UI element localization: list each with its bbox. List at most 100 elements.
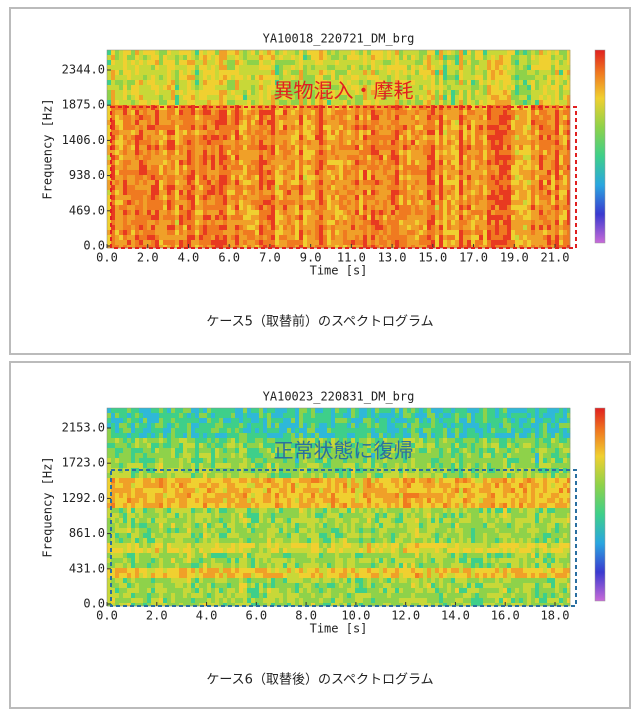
spectrogram-cell [483,215,487,220]
spectrogram-cell [495,195,499,200]
spectrogram-cell [419,418,423,423]
spectrogram-cell [135,170,139,175]
spectrogram-cell [203,408,207,413]
spectrogram-cell [175,160,179,165]
spectrogram-cell [503,65,507,70]
spectrogram-cell [155,235,159,240]
spectrogram-cell [411,120,415,125]
spectrogram-cell [515,100,519,105]
spectrogram-cell [391,200,395,205]
spectrogram-cell [483,65,487,70]
spectrogram-cell [407,65,411,70]
spectrogram-cell [227,155,231,160]
spectrogram-cell [299,115,303,120]
spectrogram-cell [315,180,319,185]
spectrogram-cell [127,220,131,225]
spectrogram-cell [339,190,343,195]
spectrogram-cell [243,95,247,100]
spectrogram-cell [167,215,171,220]
spectrogram-cell [347,210,351,215]
spectrogram-cell [167,165,171,170]
spectrogram-cell [507,155,511,160]
spectrogram-cell [199,210,203,215]
spectrogram-cell [479,175,483,180]
spectrogram-cell [415,80,419,85]
spectrogram-cell [343,418,347,423]
spectrogram-cell [203,155,207,160]
spectrogram-cell [223,205,227,210]
spectrogram-cell [515,185,519,190]
spectrogram-cell [503,220,507,225]
spectrogram-cell [507,220,511,225]
spectrogram-cell [235,210,239,215]
spectrogram-cell [531,225,535,230]
spectrogram-cell [495,110,499,115]
spectrogram-cell [455,190,459,195]
spectrogram-cell [123,135,127,140]
spectrogram-cell [407,205,411,210]
spectrogram-cell [311,155,315,160]
spectrogram-cell [483,165,487,170]
spectrogram-cell [183,240,187,245]
spectrogram-cell [543,50,547,55]
spectrogram-cell [459,125,463,130]
spectrogram-cell [283,205,287,210]
spectrogram-cell [491,175,495,180]
spectrogram-cell [495,240,499,245]
spectrogram-cell [299,120,303,125]
spectrogram-cell [355,185,359,190]
spectrogram-cell [503,140,507,145]
spectrogram-cell [339,185,343,190]
spectrogram-cell [259,235,263,240]
spectrogram-cell [375,165,379,170]
spectrogram-cell [187,85,191,90]
spectrogram-cell [523,190,527,195]
spectrogram-cell [431,408,435,413]
spectrogram-cell [343,205,347,210]
figure-title: YA10023_220831_DM_brg [263,390,415,404]
spectrogram-cell [411,225,415,230]
spectrogram-cell [343,135,347,140]
spectrogram-cell [559,115,563,120]
spectrogram-cell [287,140,291,145]
spectrogram-cell [219,110,223,115]
spectrogram-cell [555,110,559,115]
spectrogram-cell [459,200,463,205]
spectrogram-cell [167,170,171,175]
spectrogram-cell [431,115,435,120]
spectrogram-cell [123,95,127,100]
spectrogram-cell [179,60,183,65]
spectrogram-cell [447,413,451,418]
spectrogram-cell [519,140,523,145]
spectrogram-cell [415,180,419,185]
spectrogram-cell [391,115,395,120]
spectrogram-cell [259,145,263,150]
spectrogram-cell [487,140,491,145]
spectrogram-cell [255,180,259,185]
spectrogram-cell [291,210,295,215]
spectrogram-cell [515,170,519,175]
spectrogram-cell [251,125,255,130]
spectrogram-cell [439,65,443,70]
spectrogram-cell [267,215,271,220]
spectrogram-cell [147,210,151,215]
spectrogram-cell [371,65,375,70]
spectrogram-cell [279,170,283,175]
spectrogram-cell [255,110,259,115]
spectrogram-cell [331,130,335,135]
spectrogram-cell [499,205,503,210]
spectrogram-cell [555,135,559,140]
spectrogram-cell [427,145,431,150]
spectrogram-cell [259,140,263,145]
spectrogram-cell [367,150,371,155]
spectrogram-cell [287,195,291,200]
spectrogram-cell [235,175,239,180]
spectrogram-cell [303,175,307,180]
spectrogram-cell [439,100,443,105]
spectrogram-cell [367,155,371,160]
spectrogram-cell [299,150,303,155]
spectrogram-cell [399,185,403,190]
spectrogram-cell [407,175,411,180]
spectrogram-cell [147,70,151,75]
spectrogram-cell [235,55,239,60]
